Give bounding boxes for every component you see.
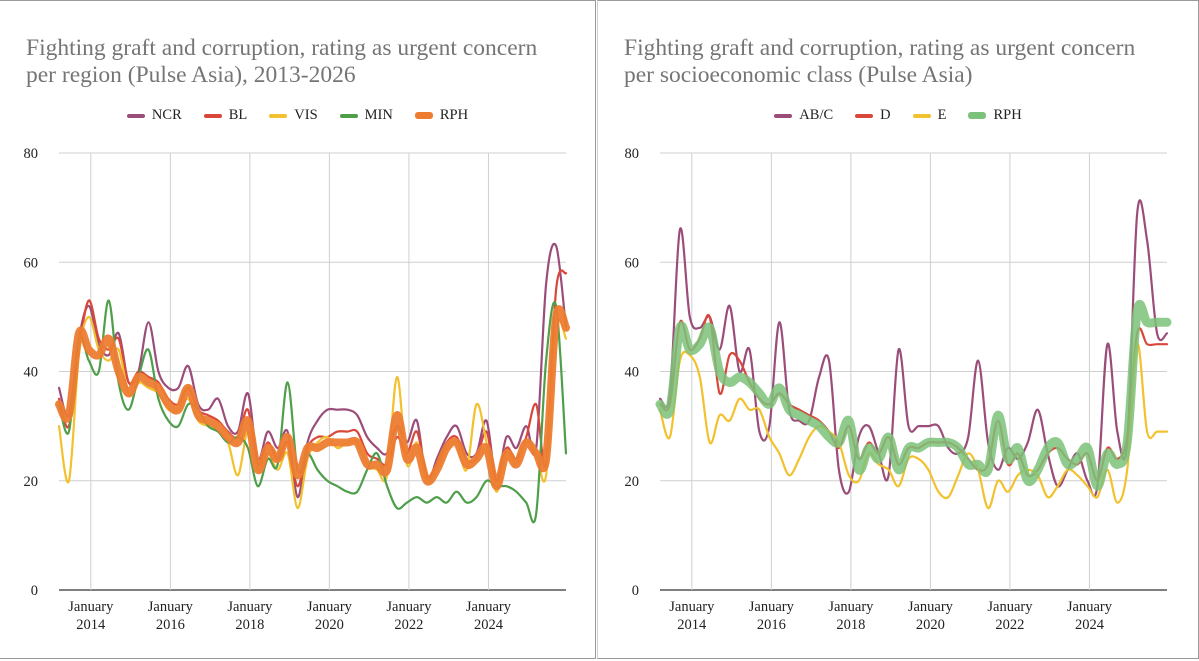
legend-label: VIS <box>294 107 318 123</box>
x-tick-label-month: January <box>386 599 432 615</box>
legend-swatch <box>414 112 433 119</box>
x-tick-label-year: 2024 <box>474 617 504 633</box>
legend-item-vis: VIS <box>269 107 318 124</box>
legend-item-min: MIN <box>339 107 393 124</box>
y-tick-label: 20 <box>625 474 640 490</box>
x-tick-label-year: 2024 <box>1075 617 1105 633</box>
x-tick-label-month: January <box>987 599 1033 615</box>
x-tick-label-month: January <box>466 599 512 615</box>
y-tick-label: 20 <box>24 474 39 490</box>
legend-swatch <box>269 113 288 118</box>
legend-swatch <box>339 113 358 118</box>
x-tick-label-month: January <box>307 599 353 615</box>
chart-plot: 0 20 40 60 80 January 2014 January 2016 January 20… <box>24 146 570 633</box>
x-tick-label-year: 2016 <box>156 617 185 633</box>
x-tick-label-year: 2022 <box>394 617 423 633</box>
legend-swatch <box>203 113 222 118</box>
legend-label: AB/C <box>799 107 834 123</box>
y-tick-label: 0 <box>31 583 38 599</box>
series-line-vis <box>57 315 568 510</box>
x-tick-label-month: January <box>227 599 273 615</box>
x-tick-label-month: January <box>148 599 194 615</box>
y-tick-label: 60 <box>24 255 39 271</box>
legend-label: BL <box>228 107 248 123</box>
y-tick-label: 0 <box>632 583 639 599</box>
chart-panel-region: Fighting graft and corruption, rating as… <box>0 0 596 659</box>
y-tick-label: 80 <box>625 146 640 162</box>
series-line-rph <box>655 299 1172 491</box>
series-line-ncr <box>57 242 568 499</box>
chart-plot: 0 20 40 60 80 January 2014 January 2016 January 20… <box>625 146 1172 633</box>
legend-item-d: D <box>855 107 891 124</box>
chart-title: Fighting graft and corruption, rating as… <box>624 35 1136 88</box>
y-tick-label: 80 <box>24 146 39 162</box>
legend-label: RPH <box>993 107 1022 123</box>
x-tick-label-year: 2016 <box>757 617 786 633</box>
chart-title: Fighting graft and corruption, rating as… <box>26 35 538 88</box>
legend-item-e: E <box>912 107 947 124</box>
series-line-rph <box>55 305 570 491</box>
series-line-bl <box>57 269 568 488</box>
y-tick-label: 40 <box>24 365 39 381</box>
legend-label: MIN <box>364 107 393 123</box>
legend-item-rph: RPH <box>968 107 1022 124</box>
legend-item-abc: AB/C <box>774 107 833 124</box>
series-line-min <box>57 299 568 524</box>
y-tick-label: 40 <box>625 365 640 381</box>
x-tick-label-month: January <box>1067 599 1113 615</box>
legend-swatch <box>968 112 987 119</box>
chart-legend: NCR BL VIS MIN RPH <box>0 107 595 124</box>
legend-swatch <box>126 113 145 118</box>
legend-item-bl: BL <box>203 107 248 124</box>
x-tick-label-month: January <box>908 599 954 615</box>
legend-swatch <box>774 113 793 118</box>
series-line-abc <box>658 199 1169 498</box>
x-tick-label-year: 2018 <box>235 617 264 633</box>
legend-swatch <box>855 113 874 118</box>
series-line-e <box>658 343 1169 510</box>
x-tick-label-month: January <box>669 599 715 615</box>
x-tick-label-year: 2014 <box>76 617 106 633</box>
y-tick-label: 60 <box>625 255 640 271</box>
chart-legend: AB/C D E RPH <box>598 107 1198 124</box>
legend-item-ncr: NCR <box>126 107 182 124</box>
chart-panel-socioeconomic: Fighting graft and corruption, rating as… <box>597 0 1199 659</box>
legend-swatch <box>912 113 931 118</box>
x-tick-label-month: January <box>68 599 114 615</box>
x-tick-label-year: 2020 <box>315 617 344 633</box>
legend-label: D <box>880 107 891 123</box>
x-tick-label-year: 2020 <box>916 617 945 633</box>
legend-label: RPH <box>439 107 469 123</box>
legend-item-rph: RPH <box>414 107 469 124</box>
x-tick-label-year: 2022 <box>995 617 1024 633</box>
x-tick-label-year: 2018 <box>836 617 865 633</box>
x-tick-label-month: January <box>828 599 874 615</box>
x-tick-label-month: January <box>749 599 795 615</box>
legend-label: E <box>937 107 947 123</box>
x-tick-label-year: 2014 <box>677 617 707 633</box>
legend-label: NCR <box>151 107 182 123</box>
